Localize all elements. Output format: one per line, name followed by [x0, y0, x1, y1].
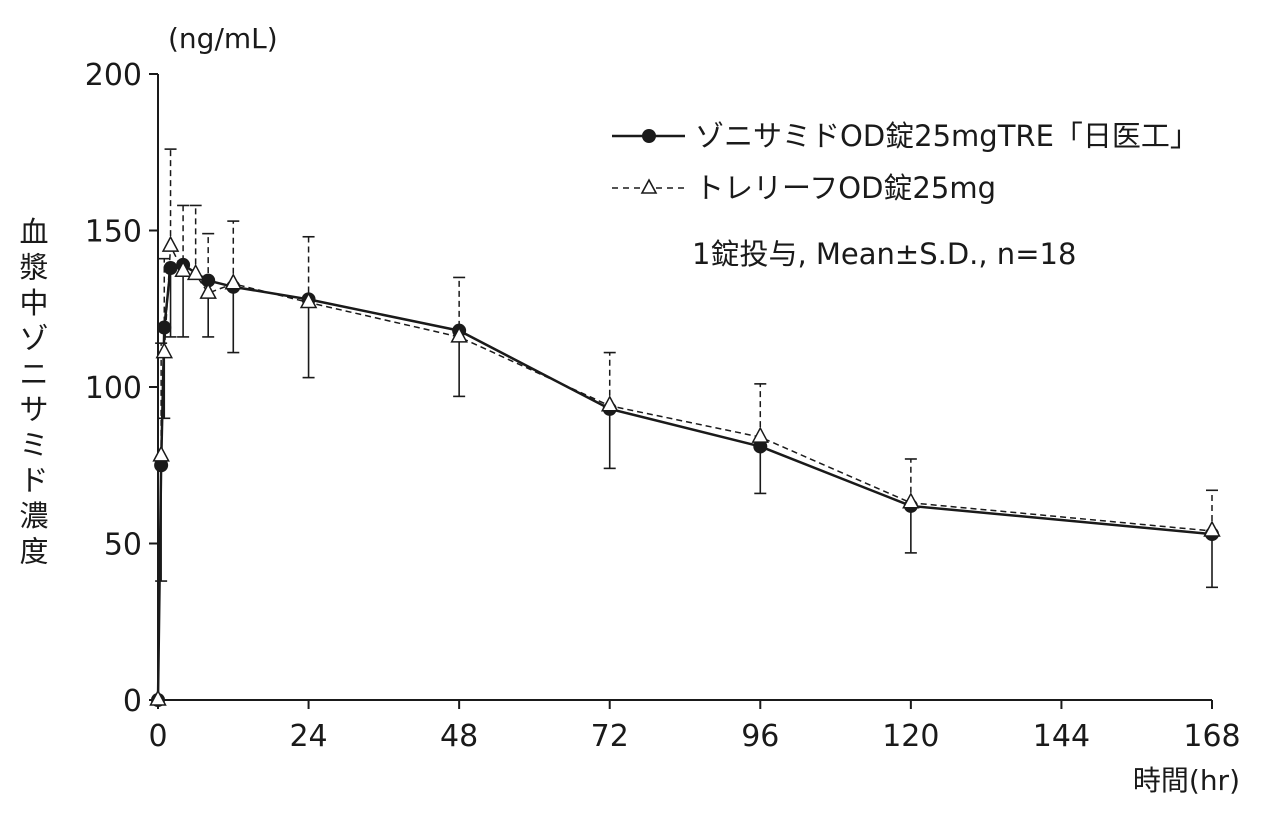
- legend-label-series-1: ゾニサミドOD錠25mgTRE「日医工」: [695, 119, 1199, 153]
- point-series-2: [224, 273, 243, 290]
- x-ticks: 0 24 48 72 96 120 144 168: [148, 700, 1241, 754]
- series-line-1: [156, 263, 1213, 701]
- y-axis-title-char: ド: [19, 464, 48, 498]
- point-series-2: [1203, 520, 1221, 537]
- y-axis-title-char: 中: [19, 286, 48, 320]
- point-series-2: [600, 395, 619, 412]
- y-tick-label: 100: [85, 371, 142, 406]
- point-series-1: [157, 320, 172, 335]
- legend-marker-series-2: [640, 178, 658, 194]
- point-series-2: [149, 689, 167, 706]
- legend-label-series-2: トレリーフOD錠25mg: [695, 171, 996, 205]
- legend: ゾニサミドOD錠25mgTRE「日医工」 トレリーフOD錠25mg 1錠投与, …: [612, 119, 1199, 271]
- x-tick-label: 168: [1183, 719, 1240, 754]
- point-series-2: [902, 492, 920, 509]
- y-axis-title-char: 濃: [19, 499, 48, 533]
- legend-marker-series-1: [642, 129, 656, 143]
- point-series-1: [201, 273, 216, 288]
- x-tick-label: 24: [289, 719, 327, 754]
- point-series-2: [152, 445, 170, 462]
- y-unit-label: (ng/mL): [168, 22, 278, 55]
- point-series-2: [199, 282, 217, 299]
- y-axis-title-char: 度: [19, 535, 48, 569]
- y-axis-title-char: 血: [19, 215, 48, 249]
- y-tick-label: 0: [123, 684, 142, 719]
- point-series-2: [174, 260, 192, 277]
- point-series-1: [163, 261, 178, 276]
- y-axis-title-char: ニ: [19, 357, 48, 391]
- x-tick-label: 0: [148, 719, 167, 754]
- point-series-1: [154, 458, 169, 473]
- x-tick-label: 96: [741, 719, 779, 754]
- point-series-2: [751, 426, 770, 443]
- point-series-2: [186, 263, 205, 281]
- legend-annotation: 1錠投与, Mean±S.D., n=18: [692, 237, 1076, 271]
- x-axis-title: 時間(hr): [1133, 764, 1240, 797]
- y-axis-title-char: 漿: [19, 251, 48, 285]
- y-ticks: 0 50 100 150 200: [85, 58, 158, 719]
- x-tick-label: 144: [1033, 719, 1090, 754]
- y-tick-label: 50: [104, 528, 142, 563]
- y-axis-title-char: サ: [19, 393, 48, 427]
- y-axis-title-char: ゾ: [19, 322, 48, 356]
- x-tick-label: 120: [882, 719, 939, 754]
- x-tick-label: 48: [440, 719, 478, 754]
- point-series-1: [753, 439, 768, 454]
- y-tick-label: 200: [85, 58, 142, 93]
- point-series-2: [450, 326, 468, 343]
- point-series-2: [299, 291, 318, 309]
- point-series-2: [155, 341, 174, 359]
- y-tick-label: 150: [85, 215, 142, 250]
- y-axis-title-char: ミ: [19, 428, 48, 462]
- series-layer: [149, 148, 1221, 707]
- x-tick-label: 72: [591, 719, 629, 754]
- point-series-2: [161, 235, 180, 252]
- series-line-2: [157, 245, 1213, 701]
